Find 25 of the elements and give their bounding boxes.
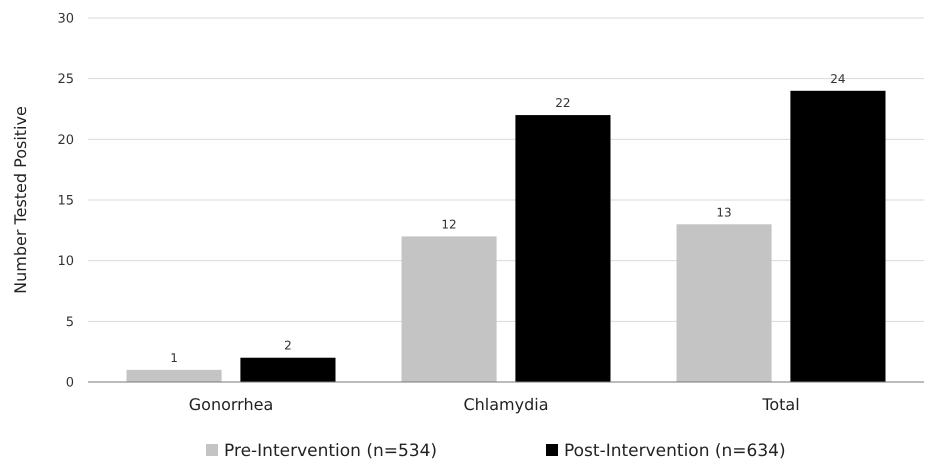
y-tick-label: 15 (57, 194, 74, 209)
data-label: 22 (555, 96, 571, 110)
y-axis-title: Number Tested Positive (11, 106, 30, 294)
y-tick-label: 0 (66, 376, 74, 391)
data-label: 24 (830, 72, 846, 86)
y-tick-label: 5 (66, 314, 74, 330)
y-tick-label: 25 (57, 72, 74, 88)
y-tick-label: 20 (57, 132, 74, 148)
x-tick-label: Gonorrhea (188, 395, 274, 414)
data-label: 13 (716, 205, 732, 220)
legend-label: Post-Intervention (n=634) (564, 440, 786, 461)
legend-label: Pre-Intervention (n=534) (224, 440, 438, 461)
x-tick-label: Total (761, 395, 800, 414)
x-tick-label: Chlamydia (463, 395, 549, 414)
bar (402, 236, 497, 382)
data-label: 12 (441, 217, 457, 232)
bar (126, 370, 222, 382)
y-tick-label: 10 (57, 254, 74, 270)
bar (676, 224, 772, 382)
bar (240, 358, 336, 382)
data-label: 2 (284, 338, 292, 353)
bar (790, 90, 886, 382)
bar (515, 115, 610, 382)
data-label: 1 (170, 350, 178, 365)
y-tick-label: 30 (57, 12, 74, 27)
